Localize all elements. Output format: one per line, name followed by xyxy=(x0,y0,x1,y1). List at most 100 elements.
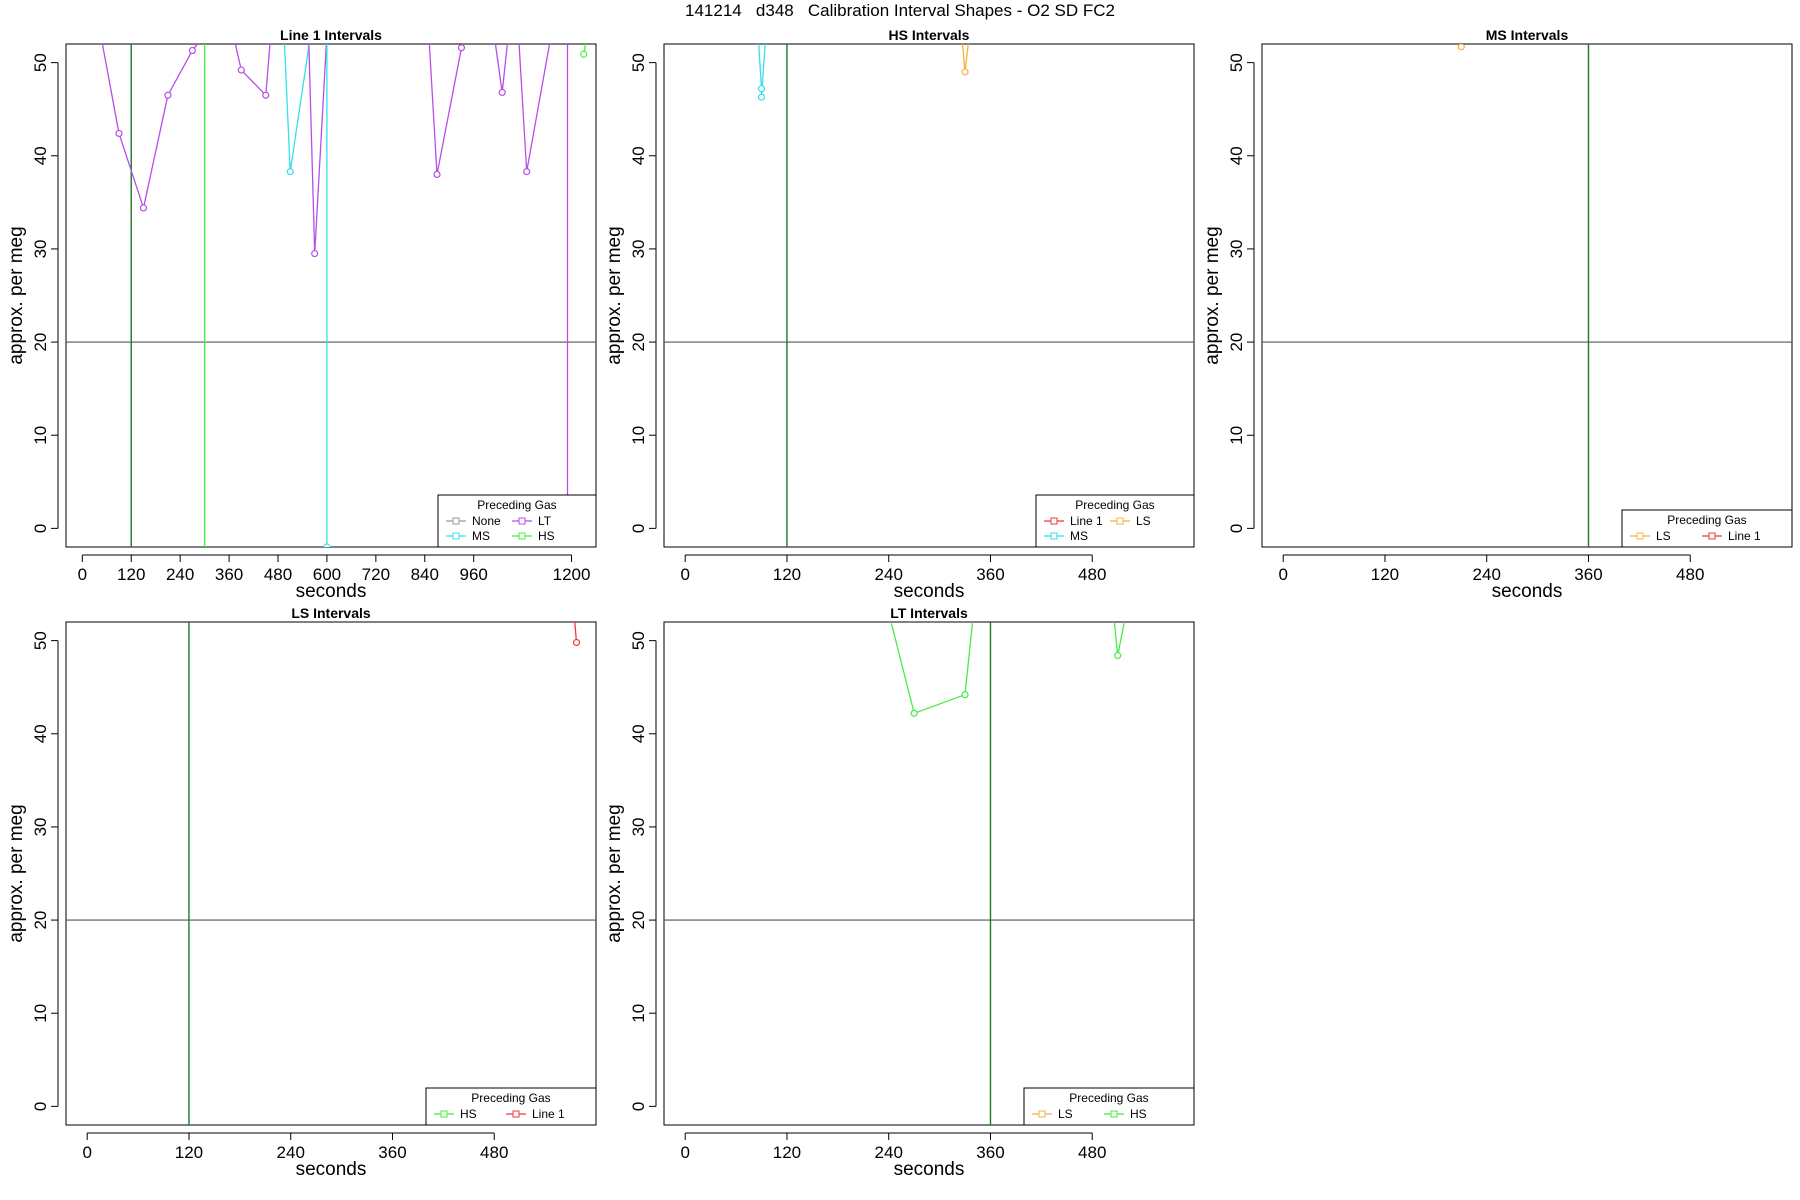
y-tick-label: 30 xyxy=(629,817,648,836)
data-point xyxy=(323,543,331,547)
legend-title: Preceding Gas xyxy=(477,498,556,512)
x-tick-label: 720 xyxy=(362,565,390,584)
chart-panel: Line 1 Intervals 0 120 240 360 480 600 720 840 96… xyxy=(6,27,597,602)
y-tick-label: 20 xyxy=(31,333,50,352)
y-tick-label: 10 xyxy=(629,426,648,445)
data-point xyxy=(164,91,172,99)
plot-area xyxy=(66,622,596,1125)
x-tick-label: 480 xyxy=(264,565,292,584)
legend-marker xyxy=(1636,532,1644,540)
x-tick-label: 0 xyxy=(1278,565,1287,584)
legend-marker xyxy=(440,1110,448,1118)
legend-item: HS xyxy=(512,529,555,543)
legend: Preceding Gas None LT MS HS xyxy=(437,494,597,548)
panel-title: LS Intervals xyxy=(291,605,371,621)
series-line xyxy=(283,44,310,172)
y-tick-label: 50 xyxy=(31,631,50,650)
x-tick-label: 120 xyxy=(1371,565,1399,584)
x-tick-label: 480 xyxy=(1078,565,1106,584)
y-tick-label: 50 xyxy=(1227,53,1246,72)
x-tick-label: 480 xyxy=(480,1143,508,1162)
x-axis-label: seconds xyxy=(1492,581,1563,602)
y-tick-label: 40 xyxy=(629,146,648,165)
data-point xyxy=(433,170,441,179)
y-tick-label: 0 xyxy=(31,1102,50,1111)
chart-panel: LS Intervals 0 120 240 360 480 seconds 0 10 20 30 4… xyxy=(6,605,597,1180)
x-tick-label: 240 xyxy=(875,565,903,584)
y-tick-label: 20 xyxy=(629,911,648,930)
data-point xyxy=(1114,651,1122,660)
data-point xyxy=(580,50,588,58)
y-tick-label: 30 xyxy=(31,239,50,258)
x-tick-label: 240 xyxy=(166,565,194,584)
legend-item: None xyxy=(446,514,501,528)
x-tick-label: 600 xyxy=(313,565,341,584)
plot-area xyxy=(664,44,1194,547)
y-axis-label: approx. per meg xyxy=(604,226,625,364)
x-tick-label: 480 xyxy=(1676,565,1704,584)
y-tick-label: 10 xyxy=(1227,426,1246,445)
legend-item: HS xyxy=(1104,1107,1147,1121)
y-axis-label: approx. per meg xyxy=(6,226,27,364)
x-tick-label: 0 xyxy=(680,565,689,584)
legend-marker xyxy=(518,532,526,540)
x-tick-label: 0 xyxy=(78,565,87,584)
data-point xyxy=(757,93,766,101)
legend: Preceding Gas Line 1 LS MS xyxy=(1035,494,1195,548)
plot-frame xyxy=(663,621,1195,1126)
y-tick-label: 0 xyxy=(1227,524,1246,533)
x-tick-label: 240 xyxy=(277,1143,305,1162)
panel-title: Line 1 Intervals xyxy=(280,27,382,43)
y-tick-label: 50 xyxy=(629,53,648,72)
legend-marker xyxy=(1708,532,1716,540)
legend-label: LS xyxy=(1136,514,1151,528)
legend-box xyxy=(1621,509,1793,548)
x-tick-label: 120 xyxy=(175,1143,203,1162)
panel-title: LT Intervals xyxy=(890,605,968,621)
x-tick-label: 360 xyxy=(378,1143,406,1162)
legend-label: HS xyxy=(1130,1107,1147,1121)
legend-title: Preceding Gas xyxy=(1069,1091,1148,1105)
series-line xyxy=(494,44,508,93)
legend-box xyxy=(425,1087,597,1126)
data-point xyxy=(910,709,918,717)
legend-label: Line 1 xyxy=(532,1107,565,1121)
y-tick-label: 30 xyxy=(1227,239,1246,258)
x-tick-label: 240 xyxy=(875,1143,903,1162)
x-tick-label: 360 xyxy=(976,565,1004,584)
x-tick-label: 360 xyxy=(976,1143,1004,1162)
data-point xyxy=(498,88,506,97)
x-tick-label: 960 xyxy=(460,565,488,584)
legend-label: HS xyxy=(538,529,555,543)
panel-title: HS Intervals xyxy=(889,27,970,43)
legend-label: LS xyxy=(1058,1107,1073,1121)
y-axis-label: approx. per meg xyxy=(6,804,27,942)
x-tick-label: 1200 xyxy=(553,565,591,584)
legend-marker xyxy=(452,532,460,540)
y-tick-label: 40 xyxy=(1227,146,1246,165)
legend-title: Preceding Gas xyxy=(471,1091,550,1105)
legend-item: MS xyxy=(1044,529,1088,543)
legend-item: LT xyxy=(512,514,552,528)
legend-item: Line 1 xyxy=(506,1107,565,1121)
x-tick-label: 240 xyxy=(1473,565,1501,584)
legend-label: MS xyxy=(472,529,490,543)
legend-label: HS xyxy=(460,1107,477,1121)
series-line xyxy=(428,44,464,175)
legend-item: LS xyxy=(1110,514,1151,528)
legend-marker xyxy=(1050,532,1058,540)
data-point xyxy=(523,168,531,176)
legend-label: Line 1 xyxy=(1070,514,1103,528)
y-tick-label: 30 xyxy=(31,817,50,836)
x-tick-label: 120 xyxy=(117,565,145,584)
data-point xyxy=(311,249,319,258)
legend-item: HS xyxy=(434,1107,477,1121)
legend-title: Preceding Gas xyxy=(1075,498,1154,512)
series-line xyxy=(101,44,199,211)
data-point xyxy=(115,129,123,138)
y-tick-label: 0 xyxy=(629,524,648,533)
plot-frame xyxy=(663,43,1195,548)
x-tick-label: 840 xyxy=(411,565,439,584)
